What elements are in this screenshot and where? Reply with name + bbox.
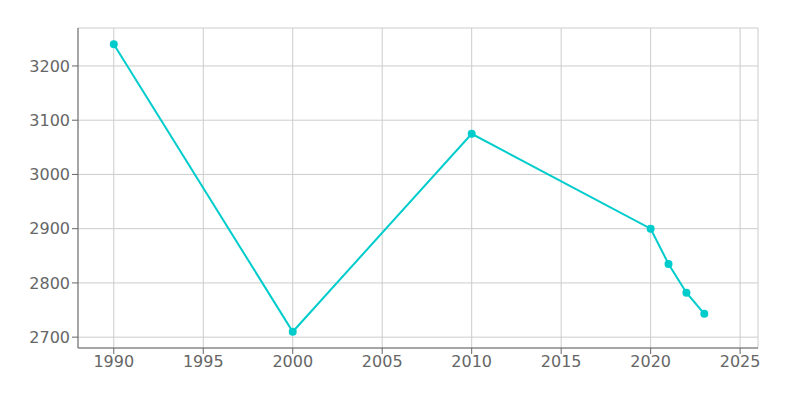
svg-text:2020: 2020 [630, 352, 671, 371]
svg-text:3000: 3000 [29, 165, 70, 184]
svg-text:2700: 2700 [29, 328, 70, 347]
svg-text:1990: 1990 [93, 352, 134, 371]
svg-text:2025: 2025 [720, 352, 761, 371]
svg-text:2000: 2000 [272, 352, 313, 371]
svg-text:2005: 2005 [362, 352, 403, 371]
svg-text:2800: 2800 [29, 274, 70, 293]
svg-text:2900: 2900 [29, 219, 70, 238]
svg-text:3200: 3200 [29, 57, 70, 76]
svg-text:2010: 2010 [451, 352, 492, 371]
svg-text:3100: 3100 [29, 111, 70, 130]
svg-text:1995: 1995 [183, 352, 224, 371]
svg-text:2015: 2015 [541, 352, 582, 371]
